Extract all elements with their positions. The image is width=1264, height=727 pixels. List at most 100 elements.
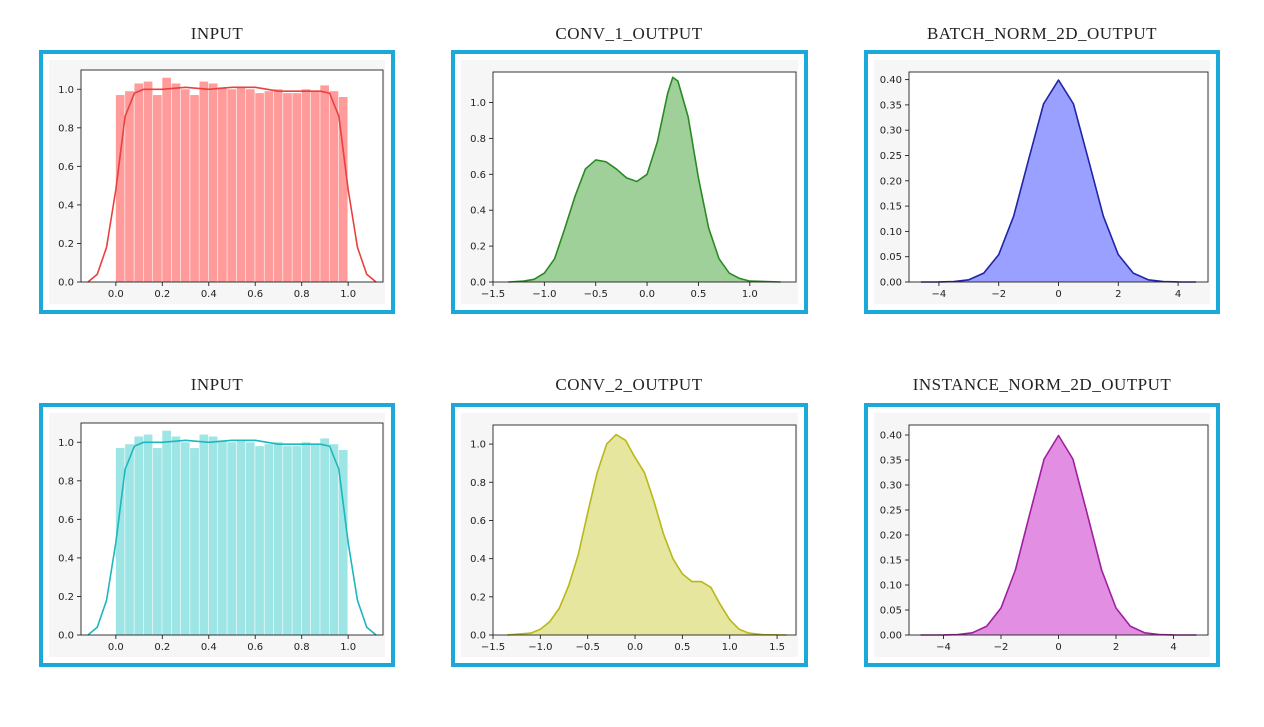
histogram-bar bbox=[134, 83, 144, 282]
panel-title: BATCH_NORM_2D_OUTPUT bbox=[926, 24, 1158, 43]
axes-frame bbox=[80, 422, 384, 636]
x-tick-label: 0.0 bbox=[639, 289, 655, 300]
y-tick-label: 0.40 bbox=[880, 431, 902, 442]
x-tick-label: 0.5 bbox=[690, 289, 706, 300]
x-tick-label: 0.0 bbox=[108, 289, 124, 300]
x-tick-label: 0 bbox=[1055, 642, 1061, 653]
histogram-bar bbox=[273, 89, 283, 282]
histogram-bar bbox=[264, 444, 274, 635]
chart-svg: −1.5 −1.0 −0.5 0.0 0.5 1.0 0.0 0.2 0.4 0.6 0.8 1.0 bbox=[461, 60, 798, 304]
x-tick-label: 1.0 bbox=[742, 289, 758, 300]
histogram-bar bbox=[180, 442, 190, 635]
density-line bbox=[87, 439, 377, 636]
histogram-bar bbox=[153, 448, 162, 635]
histogram-bar bbox=[255, 446, 264, 635]
chart-svg: −1.5 −1.0 −0.5 0.0 0.5 1.0 1.5 0.0 0.2 0.4 0.6 0.8 1… bbox=[461, 413, 798, 657]
histogram-bar bbox=[199, 434, 209, 635]
histogram-bar bbox=[264, 91, 274, 282]
y-tick-label: 0.30 bbox=[880, 126, 902, 137]
histogram-bar bbox=[171, 83, 181, 282]
histogram-bar bbox=[283, 446, 292, 635]
histogram-bar bbox=[338, 449, 348, 635]
histogram-bar bbox=[320, 85, 329, 282]
x-tick-label: 2 bbox=[1113, 642, 1119, 653]
density-area bbox=[507, 434, 787, 635]
x-tick-label: −0.5 bbox=[584, 289, 608, 300]
chart-panel-batch-norm: −4 −2 0 2 4 0.00 0.05 0.10 0.15 0.20 0.25 0.30 0.35 0… bbox=[864, 50, 1220, 314]
x-tick-label: 2 bbox=[1115, 289, 1121, 300]
chart-svg: 0.0 0.2 0.4 0.6 0.8 1.0 0.0 0.2 0.4 0.6 0.8 1.0 bbox=[49, 413, 385, 657]
axes-frame bbox=[80, 69, 384, 283]
density-area bbox=[920, 435, 1197, 635]
y-tick-label: 1.0 bbox=[58, 85, 74, 96]
histogram-bar bbox=[329, 91, 339, 282]
x-tick-label: −2 bbox=[991, 289, 1006, 300]
x-tick-label: 4 bbox=[1175, 289, 1181, 300]
x-tick-label: 1.0 bbox=[340, 642, 356, 653]
axes-frame bbox=[492, 424, 797, 636]
density-line bbox=[87, 86, 377, 283]
y-tick-label: 0.0 bbox=[58, 278, 74, 289]
histogram-bar bbox=[245, 89, 255, 282]
chart-svg: −4 −2 0 2 4 0.00 0.05 0.10 0.15 0.20 0.25 0.30 0.35 0… bbox=[874, 60, 1210, 304]
y-tick-label: 0.8 bbox=[58, 123, 74, 134]
y-tick-label: 0.6 bbox=[470, 516, 486, 527]
y-tick-label: 0.35 bbox=[880, 100, 902, 111]
histogram-bar bbox=[180, 89, 190, 282]
x-tick-label: 1.5 bbox=[769, 642, 785, 653]
histogram-bar bbox=[143, 434, 153, 635]
axes-frame bbox=[492, 71, 797, 283]
x-tick-label: −4 bbox=[932, 289, 947, 300]
histogram-bar bbox=[338, 96, 348, 283]
histogram-bar bbox=[190, 448, 199, 635]
histogram-bar bbox=[143, 81, 153, 283]
histogram-bar bbox=[162, 77, 171, 282]
y-tick-label: 0.40 bbox=[880, 75, 902, 86]
x-tick-label: 0.4 bbox=[201, 289, 217, 300]
histogram-bar bbox=[255, 93, 264, 282]
y-tick-label: 0.20 bbox=[880, 531, 902, 542]
y-tick-label: 0.8 bbox=[470, 478, 486, 489]
histogram-bar bbox=[310, 444, 320, 635]
density-line bbox=[920, 434, 1197, 636]
histogram-bar bbox=[227, 89, 237, 282]
y-tick-label: 0.6 bbox=[58, 515, 74, 526]
panel-title: INPUT bbox=[190, 24, 244, 43]
y-tick-label: 0.4 bbox=[58, 200, 74, 211]
y-tick-label: 0.8 bbox=[58, 476, 74, 487]
x-tick-label: −0.5 bbox=[576, 642, 600, 653]
histogram-bar bbox=[134, 436, 144, 635]
density-line bbox=[508, 76, 781, 283]
x-tick-label: 0 bbox=[1055, 289, 1061, 300]
y-tick-label: 0.0 bbox=[58, 631, 74, 642]
chart-svg: 0.0 0.2 0.4 0.6 0.8 1.0 0.0 0.2 0.4 0.6 0.8 1.0 bbox=[49, 60, 385, 304]
histogram-bar bbox=[115, 448, 125, 635]
histogram-bar bbox=[227, 442, 237, 635]
histogram-bar bbox=[320, 438, 329, 635]
y-tick-label: 1.0 bbox=[470, 98, 486, 109]
histogram-bar bbox=[125, 444, 134, 635]
histogram-bar bbox=[115, 95, 125, 282]
chart-panel-instance-norm: −4 −2 0 2 4 0.00 0.05 0.10 0.15 0.20 0.25 0.30 0.35 0… bbox=[864, 403, 1220, 667]
y-tick-label: 0.4 bbox=[58, 553, 74, 564]
histogram-bar bbox=[153, 95, 162, 282]
chart-svg: −4 −2 0 2 4 0.00 0.05 0.10 0.15 0.20 0.25 0.30 0.35 0… bbox=[874, 413, 1210, 657]
y-tick-label: 0.25 bbox=[880, 151, 902, 162]
y-tick-label: 0.15 bbox=[880, 556, 902, 567]
y-tick-label: 0.6 bbox=[58, 162, 74, 173]
x-tick-label: −1.0 bbox=[528, 642, 552, 653]
histogram-bar bbox=[301, 89, 311, 282]
x-tick-label: 0.4 bbox=[201, 642, 217, 653]
x-tick-label: 0.8 bbox=[294, 289, 310, 300]
histogram-bar bbox=[208, 436, 218, 635]
x-tick-label: −1.5 bbox=[481, 289, 505, 300]
y-tick-label: 0.2 bbox=[58, 239, 74, 250]
histogram-bar bbox=[218, 440, 227, 635]
density-line bbox=[920, 79, 1197, 283]
y-tick-label: 1.0 bbox=[58, 438, 74, 449]
chart-panel-input-2: 0.0 0.2 0.4 0.6 0.8 1.0 0.0 0.2 0.4 0.6 0.8 1.0 bbox=[39, 403, 395, 667]
histogram-bar bbox=[283, 93, 292, 282]
y-tick-label: 0.2 bbox=[470, 242, 486, 253]
density-line bbox=[507, 433, 787, 636]
panel-title: CONV_2_OUTPUT bbox=[555, 375, 703, 394]
